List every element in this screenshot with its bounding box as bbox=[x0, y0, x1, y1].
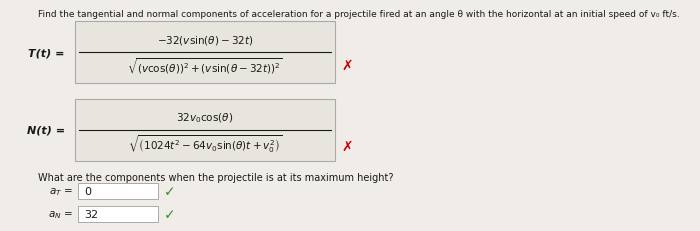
Text: 0: 0 bbox=[84, 186, 91, 196]
Text: ✗: ✗ bbox=[341, 58, 353, 72]
Text: N(t) =: N(t) = bbox=[27, 125, 65, 135]
Text: $a_T$ =: $a_T$ = bbox=[49, 185, 73, 197]
Text: T(t) =: T(t) = bbox=[29, 48, 65, 58]
FancyBboxPatch shape bbox=[75, 22, 335, 84]
Text: $\sqrt{\left(1024t^2 - 64v_0\sin(\theta)t + v_0^2\right)}$: $\sqrt{\left(1024t^2 - 64v_0\sin(\theta)… bbox=[128, 133, 282, 155]
FancyBboxPatch shape bbox=[78, 183, 158, 199]
Text: ✓: ✓ bbox=[164, 207, 176, 221]
Text: What are the components when the projectile is at its maximum height?: What are the components when the project… bbox=[38, 172, 393, 182]
Text: Find the tangential and normal components of acceleration for a projectile fired: Find the tangential and normal component… bbox=[38, 10, 680, 19]
Text: $32v_0\cos(\theta)$: $32v_0\cos(\theta)$ bbox=[176, 111, 234, 125]
Text: ✓: ✓ bbox=[164, 184, 176, 198]
FancyBboxPatch shape bbox=[78, 206, 158, 222]
FancyBboxPatch shape bbox=[75, 100, 335, 161]
Text: $-32(v\sin(\theta) - 32t)$: $-32(v\sin(\theta) - 32t)$ bbox=[157, 34, 253, 47]
Text: $a_N$ =: $a_N$ = bbox=[48, 208, 73, 220]
Text: ✗: ✗ bbox=[341, 139, 353, 153]
Text: $\sqrt{(v\cos(\theta))^2 + (v\sin(\theta - 32t))^2}$: $\sqrt{(v\cos(\theta))^2 + (v\sin(\theta… bbox=[127, 57, 283, 76]
Text: 32: 32 bbox=[84, 209, 98, 219]
